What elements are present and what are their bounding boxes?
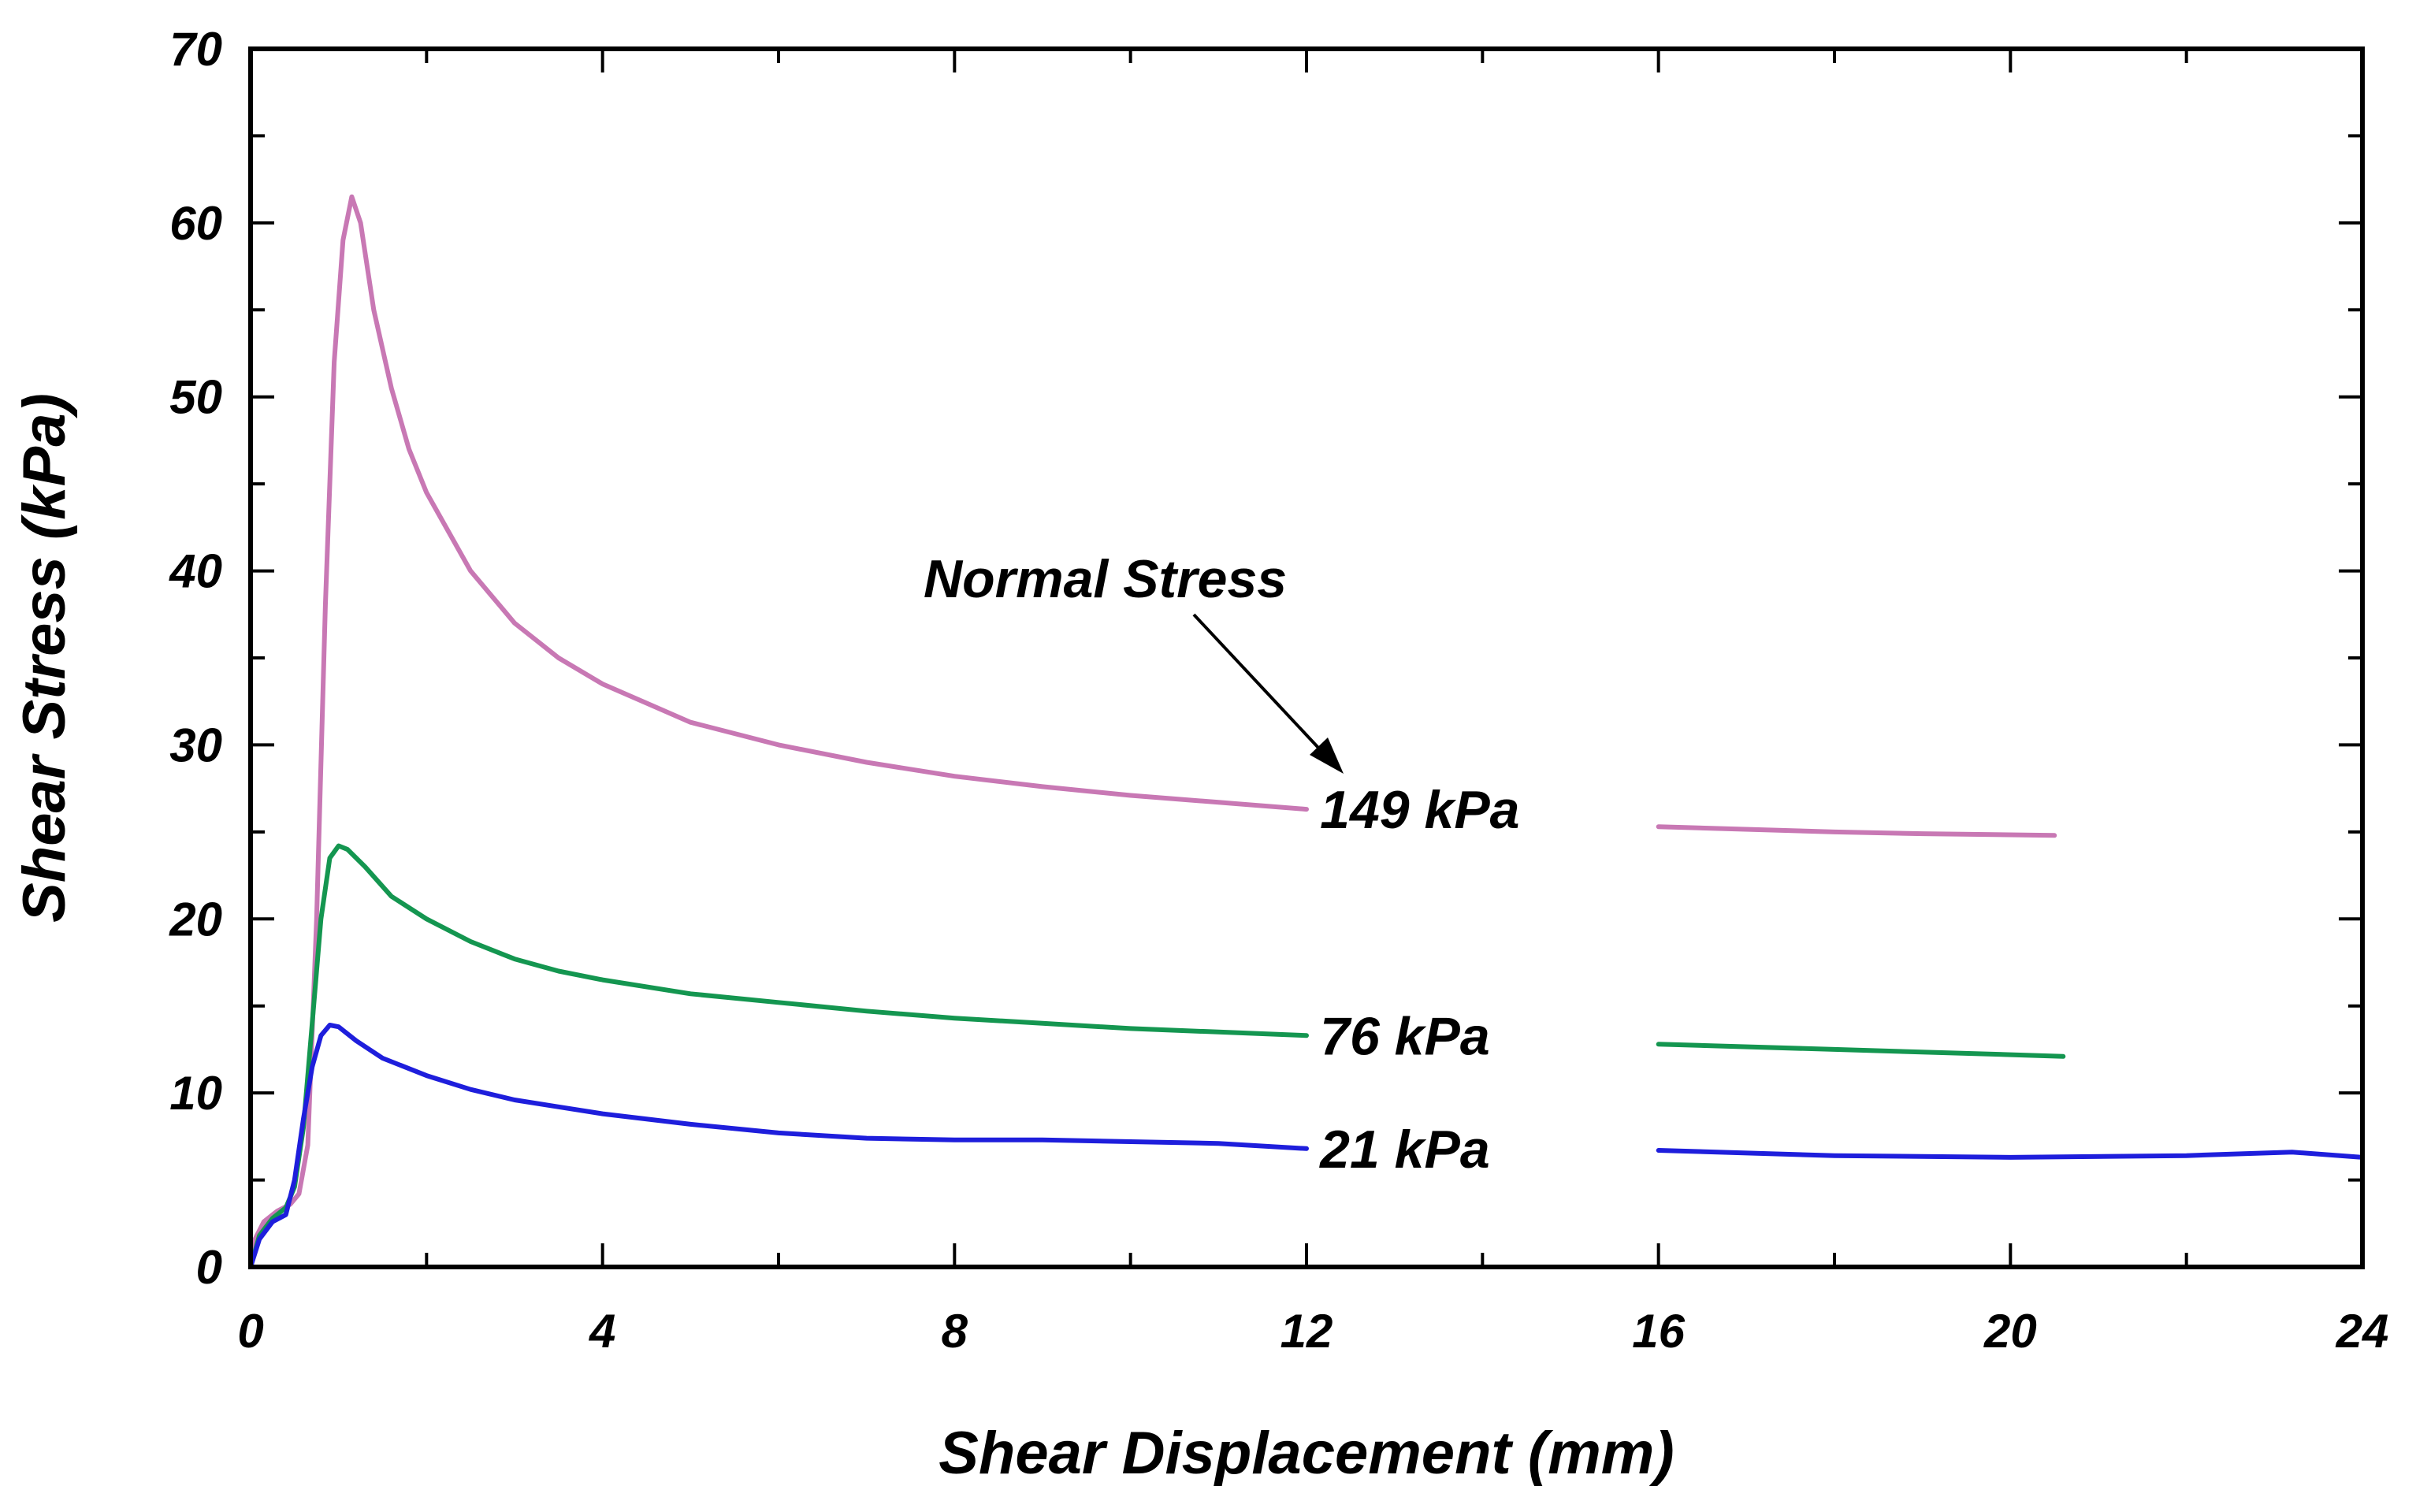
x-tick-label: 0 bbox=[237, 1305, 263, 1358]
x-tick-label: 8 bbox=[942, 1305, 968, 1358]
series-line-21-kpa-tail bbox=[1656, 1148, 2365, 1160]
y-tick-labels: 0 10 20 30 40 50 60 70 bbox=[169, 23, 222, 1294]
normal-stress-annotation: Normal Stress bbox=[924, 549, 1287, 609]
x-tick-label: 4 bbox=[589, 1305, 615, 1358]
series-label: 149 kPa bbox=[1320, 780, 1519, 840]
series-line-21-kpa bbox=[248, 1023, 1309, 1269]
series-line-76-kpa-tail bbox=[1656, 1042, 2066, 1059]
x-tick-labels: 0 4 8 12 16 20 24 bbox=[237, 1305, 2388, 1358]
y-tick-label: 30 bbox=[169, 719, 222, 771]
y-tick-label: 50 bbox=[169, 371, 222, 424]
y-tick-label: 10 bbox=[169, 1067, 222, 1120]
series-line-149-kpa bbox=[248, 194, 1309, 1269]
series-label: 21 kPa bbox=[1318, 1120, 1490, 1180]
x-axis-title: Shear Displacement (mm) bbox=[939, 1420, 1674, 1487]
y-tick-label: 70 bbox=[169, 23, 222, 76]
series-labels: 149 kPa 76 kPa 21 kPa bbox=[1318, 780, 1519, 1180]
annotation-arrowhead bbox=[1310, 737, 1344, 774]
x-tick-label: 12 bbox=[1280, 1305, 1333, 1358]
series-lines bbox=[248, 194, 2365, 1269]
series-label: 76 kPa bbox=[1320, 1006, 1490, 1066]
x-tick-label: 16 bbox=[1632, 1305, 1685, 1358]
plot-frame bbox=[248, 46, 2365, 1269]
x-tick-label: 24 bbox=[2336, 1305, 2389, 1358]
y-axis-title: Shear Stress (kPa) bbox=[11, 393, 78, 923]
annotation-arrow bbox=[1192, 613, 1332, 762]
x-tick-label: 20 bbox=[1983, 1305, 2037, 1358]
series-line-149-kpa-tail bbox=[1656, 824, 2057, 838]
y-tick-label: 0 bbox=[196, 1241, 222, 1294]
y-tick-label: 60 bbox=[169, 197, 222, 250]
y-tick-label: 40 bbox=[169, 545, 222, 598]
y-tick-label: 20 bbox=[169, 893, 222, 945]
